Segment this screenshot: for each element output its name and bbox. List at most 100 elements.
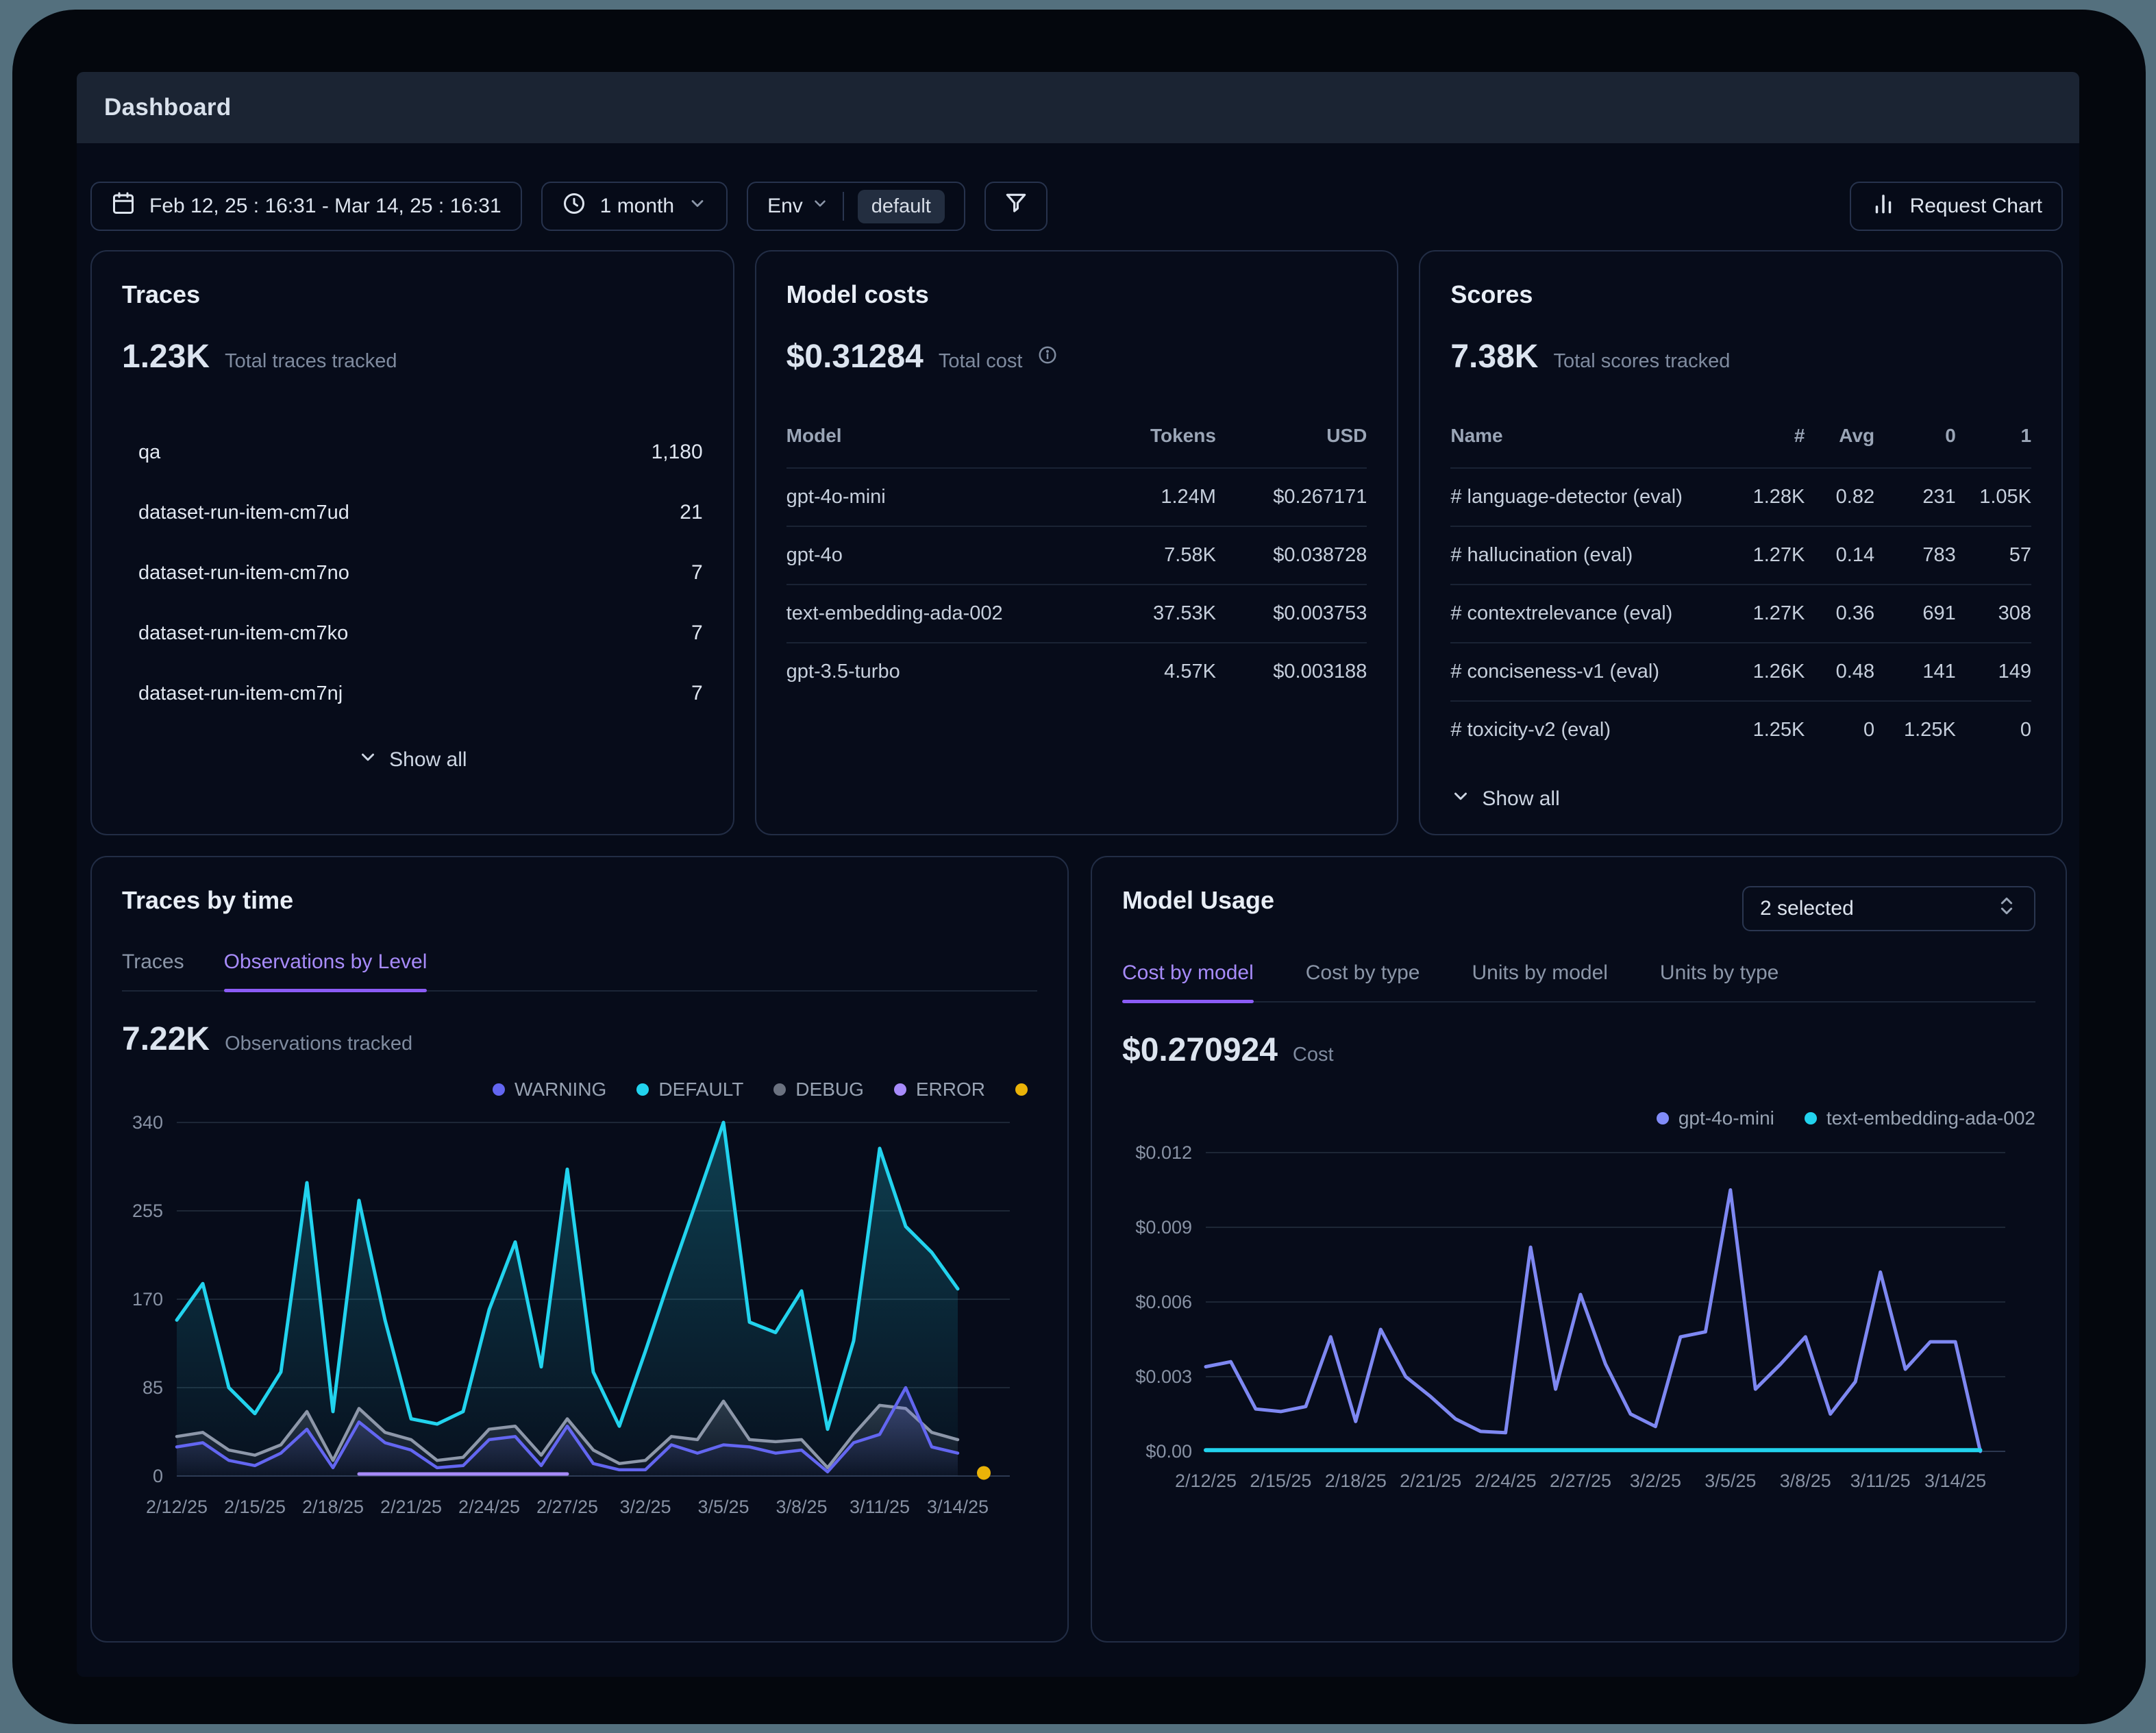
svg-text:3/8/25: 3/8/25 [776, 1497, 827, 1517]
legend-item [1015, 1083, 1037, 1096]
svg-text:2/12/25: 2/12/25 [1175, 1471, 1237, 1491]
table-row: gpt-3.5-turbo 4.57K $0.003188 [786, 642, 1367, 700]
trace-count: 21 [680, 501, 703, 524]
trace-count: 1,180 [651, 441, 703, 463]
chevron-down-icon [688, 194, 707, 219]
model-usage-card: Model Usage 2 selected Cost by model Cos… [1091, 856, 2067, 1643]
svg-text:2/21/25: 2/21/25 [1400, 1471, 1461, 1491]
column-header: Name [1450, 425, 1503, 446]
svg-text:$0.003: $0.003 [1135, 1366, 1192, 1387]
observations-total-value: 7.22K [122, 1021, 210, 1057]
charts-row: Traces by time Traces Observations by Le… [90, 856, 2067, 1643]
tab-cost-by-type[interactable]: Cost by type [1306, 961, 1420, 1001]
list-item[interactable]: dataset-run-item-cm7nj 7 [122, 670, 703, 717]
column-header: # [1794, 425, 1805, 446]
date-range-picker[interactable]: Feb 12, 25 : 16:31 - Mar 14, 25 : 16:31 [90, 182, 522, 231]
scores-total-stat: 7.38K Total scores tracked [1450, 338, 2031, 376]
observations-chart-legend: WARNING DEFAULT DEBUG ERROR [122, 1079, 1037, 1101]
list-item[interactable]: dataset-run-item-cm7ko 7 [122, 610, 703, 656]
svg-text:3/2/25: 3/2/25 [1630, 1471, 1681, 1491]
observations-by-level-chart[interactable]: 0 85 170 255 340 2/12/25 2/15/25 2/18/25 2/21/25… [122, 1110, 1037, 1521]
svg-text:3/14/25: 3/14/25 [1924, 1471, 1986, 1491]
traces-by-time-title: Traces by time [122, 886, 294, 914]
table-row: # toxicity-v2 (eval) 1.25K 0 1.25K 0 [1450, 700, 2032, 759]
chevron-down-icon [1450, 786, 1471, 812]
legend-dot [893, 1083, 906, 1096]
legend-item: ERROR [893, 1079, 985, 1101]
request-chart-button[interactable]: Request Chart [1849, 182, 2063, 231]
trace-count: 7 [691, 622, 703, 644]
info-icon[interactable] [1037, 345, 1058, 369]
calendar-icon [111, 191, 136, 221]
model-usage-title: Model Usage [1122, 886, 1275, 914]
trace-name: dataset-run-item-cm7no [138, 561, 349, 584]
model-costs-total-stat: $0.31284 Total cost [786, 338, 1367, 376]
legend-item: WARNING [493, 1079, 606, 1101]
trace-name: qa [138, 441, 161, 463]
traces-bar-list: qa 1,180 dataset-run-item-cm7ud 21 datas… [122, 429, 703, 717]
list-item[interactable]: dataset-run-item-cm7no 7 [122, 550, 703, 596]
traces-card: Traces 1.23K Total traces tracked qa 1,1… [90, 250, 734, 835]
model-costs-card: Model costs $0.31284 Total cost Model To… [754, 250, 1399, 835]
svg-text:3/14/25: 3/14/25 [927, 1497, 989, 1517]
legend-item: DEFAULT [636, 1079, 743, 1101]
tab-cost-by-model[interactable]: Cost by model [1122, 961, 1254, 1003]
cost-total-value: $0.270924 [1122, 1032, 1278, 1068]
scores-table: Name # Avg 0 1 # language-detector (eval… [1450, 425, 2032, 759]
trace-name: dataset-run-item-cm7ud [138, 501, 349, 524]
time-preset-value: 1 month [599, 195, 675, 217]
svg-text:3/2/25: 3/2/25 [619, 1497, 671, 1517]
tab-observations-by-level[interactable]: Observations by Level [223, 950, 428, 992]
table-row: text-embedding-ada-002 37.53K $0.003753 [786, 584, 1367, 643]
svg-text:2/12/25: 2/12/25 [146, 1497, 208, 1517]
svg-text:3/8/25: 3/8/25 [1780, 1471, 1831, 1491]
stats-row: Traces 1.23K Total traces tracked qa 1,1… [90, 250, 2064, 835]
svg-text:2/15/25: 2/15/25 [224, 1497, 286, 1517]
cost-chart-legend: gpt-4o-mini text-embedding-ada-002 [1122, 1107, 2035, 1129]
tab-traces[interactable]: Traces [122, 950, 184, 990]
table-row: gpt-4o-mini 1.24M $0.267171 [786, 467, 1367, 526]
svg-text:2/24/25: 2/24/25 [1475, 1471, 1537, 1491]
svg-text:2/27/25: 2/27/25 [1550, 1471, 1611, 1491]
filter-button[interactable] [984, 182, 1048, 231]
trace-count: 7 [691, 682, 703, 704]
time-preset-select[interactable]: 1 month [541, 182, 728, 231]
env-filter[interactable]: Env default [747, 182, 965, 231]
app-window: Dashboard Feb 12, 25 : 16:31 - Mar 14, 2… [12, 10, 2146, 1724]
svg-text:$0.00: $0.00 [1145, 1441, 1192, 1462]
chevrons-up-down-icon [1996, 895, 2018, 922]
model-costs-total-label: Total cost [938, 350, 1023, 372]
legend-item: gpt-4o-mini [1656, 1107, 1774, 1129]
column-header: Tokens [1150, 425, 1216, 446]
table-row: # contextrelevance (eval) 1.27K 0.36 691 308 [1450, 584, 2032, 643]
svg-text:3/5/25: 3/5/25 [1705, 1471, 1756, 1491]
svg-text:$0.009: $0.009 [1135, 1217, 1192, 1238]
trace-name: dataset-run-item-cm7ko [138, 622, 349, 644]
svg-text:2/18/25: 2/18/25 [1325, 1471, 1387, 1491]
svg-text:2/24/25: 2/24/25 [458, 1497, 520, 1517]
scores-total-label: Total scores tracked [1553, 350, 1731, 372]
svg-text:255: 255 [132, 1201, 163, 1221]
toolbar: Feb 12, 25 : 16:31 - Mar 14, 25 : 16:31 … [90, 182, 2063, 231]
show-all-button[interactable]: Show all [358, 747, 467, 773]
tab-units-by-type[interactable]: Units by type [1660, 961, 1779, 1001]
model-selector[interactable]: 2 selected [1742, 886, 2035, 931]
column-header: 0 [1945, 425, 1956, 446]
top-bar: Dashboard [77, 72, 2079, 143]
trace-count: 7 [691, 561, 703, 584]
env-label: Env [767, 195, 803, 217]
list-item[interactable]: qa 1,180 [122, 429, 703, 476]
legend-dot [1015, 1083, 1028, 1096]
cost-by-model-chart[interactable]: $0.00 $0.003 $0.006 $0.009 $0.012 2/12/25 2/15… [1122, 1139, 2035, 1495]
show-all-button[interactable]: Show all [1450, 786, 1560, 812]
svg-text:2/21/25: 2/21/25 [380, 1497, 442, 1517]
page-title: Dashboard [104, 94, 232, 121]
table-row: # language-detector (eval) 1.28K 0.82 231 1.… [1450, 467, 2032, 526]
observations-total-stat: 7.22K Observations tracked [122, 1020, 1037, 1058]
chevron-down-icon [811, 195, 829, 218]
list-item[interactable]: dataset-run-item-cm7ud 21 [122, 489, 703, 536]
legend-dot [636, 1083, 649, 1096]
table-row: # hallucination (eval) 1.27K 0.14 783 57 [1450, 526, 2032, 585]
legend-dot [1656, 1112, 1669, 1124]
tab-units-by-model[interactable]: Units by model [1472, 961, 1608, 1001]
